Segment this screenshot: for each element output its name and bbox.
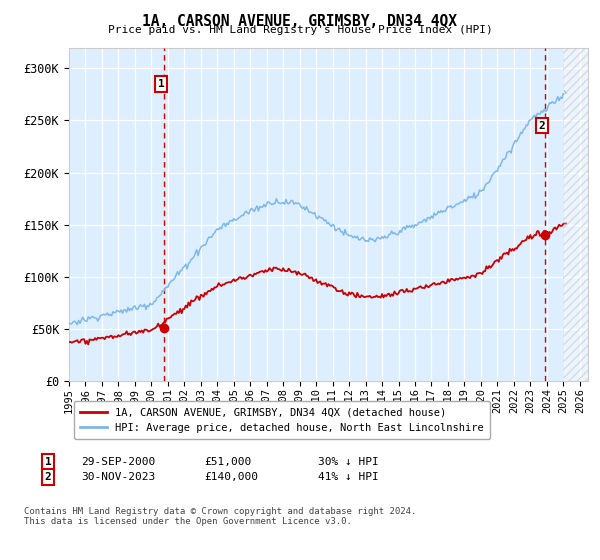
- Text: 1: 1: [158, 79, 164, 89]
- Text: £51,000: £51,000: [204, 457, 251, 467]
- Text: 1A, CARSON AVENUE, GRIMSBY, DN34 4QX: 1A, CARSON AVENUE, GRIMSBY, DN34 4QX: [143, 14, 458, 29]
- Bar: [563, 48, 588, 381]
- Text: 29-SEP-2000: 29-SEP-2000: [81, 457, 155, 467]
- Text: 1: 1: [44, 457, 52, 467]
- Text: 41% ↓ HPI: 41% ↓ HPI: [318, 472, 379, 482]
- Text: 2: 2: [539, 121, 545, 130]
- Text: Contains HM Land Registry data © Crown copyright and database right 2024.
This d: Contains HM Land Registry data © Crown c…: [24, 507, 416, 526]
- Text: Price paid vs. HM Land Registry's House Price Index (HPI): Price paid vs. HM Land Registry's House …: [107, 25, 493, 35]
- Text: 2: 2: [44, 472, 52, 482]
- Legend: 1A, CARSON AVENUE, GRIMSBY, DN34 4QX (detached house), HPI: Average price, detac: 1A, CARSON AVENUE, GRIMSBY, DN34 4QX (de…: [74, 401, 490, 439]
- Text: 30% ↓ HPI: 30% ↓ HPI: [318, 457, 379, 467]
- Text: 30-NOV-2023: 30-NOV-2023: [81, 472, 155, 482]
- Text: £140,000: £140,000: [204, 472, 258, 482]
